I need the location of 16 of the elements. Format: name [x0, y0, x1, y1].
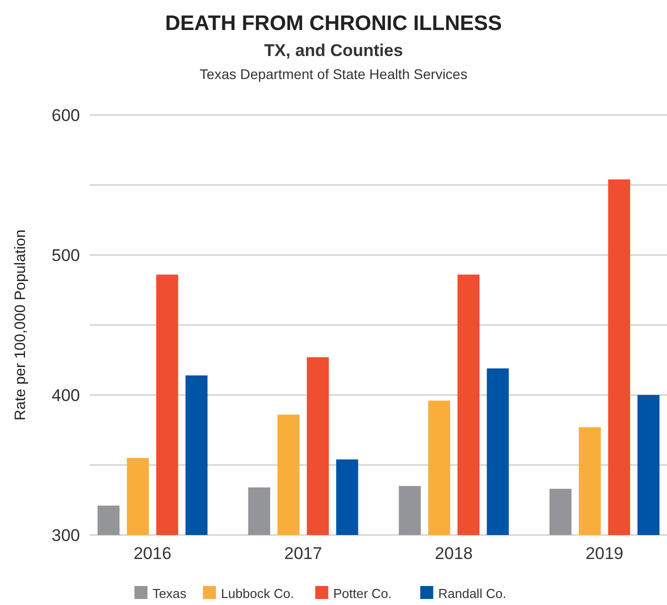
y-tick-label: 300: [52, 526, 80, 545]
legend-label: Texas: [152, 586, 187, 601]
y-tick-label: 500: [52, 246, 80, 265]
legend-label: Randall Co.: [438, 586, 506, 601]
y-axis-title: Rate per 100,000 Population: [12, 230, 29, 420]
x-tick-label: 2017: [284, 544, 322, 563]
y-tick-label: 600: [52, 106, 80, 125]
legend-label: Potter Co.: [333, 586, 392, 601]
x-tick-label: 2016: [134, 544, 172, 563]
x-tick-label: 2019: [586, 544, 624, 563]
legend-label: Lubbock Co.: [220, 586, 294, 601]
chart-subtitle: TX, and Counties: [264, 41, 403, 60]
chart-title: DEATH FROM CHRONIC ILLNESS: [165, 12, 502, 35]
x-tick-label: 2018: [434, 544, 473, 563]
y-tick-label: 400: [52, 386, 80, 405]
text: Texas Department of State Health Services: [200, 66, 468, 82]
